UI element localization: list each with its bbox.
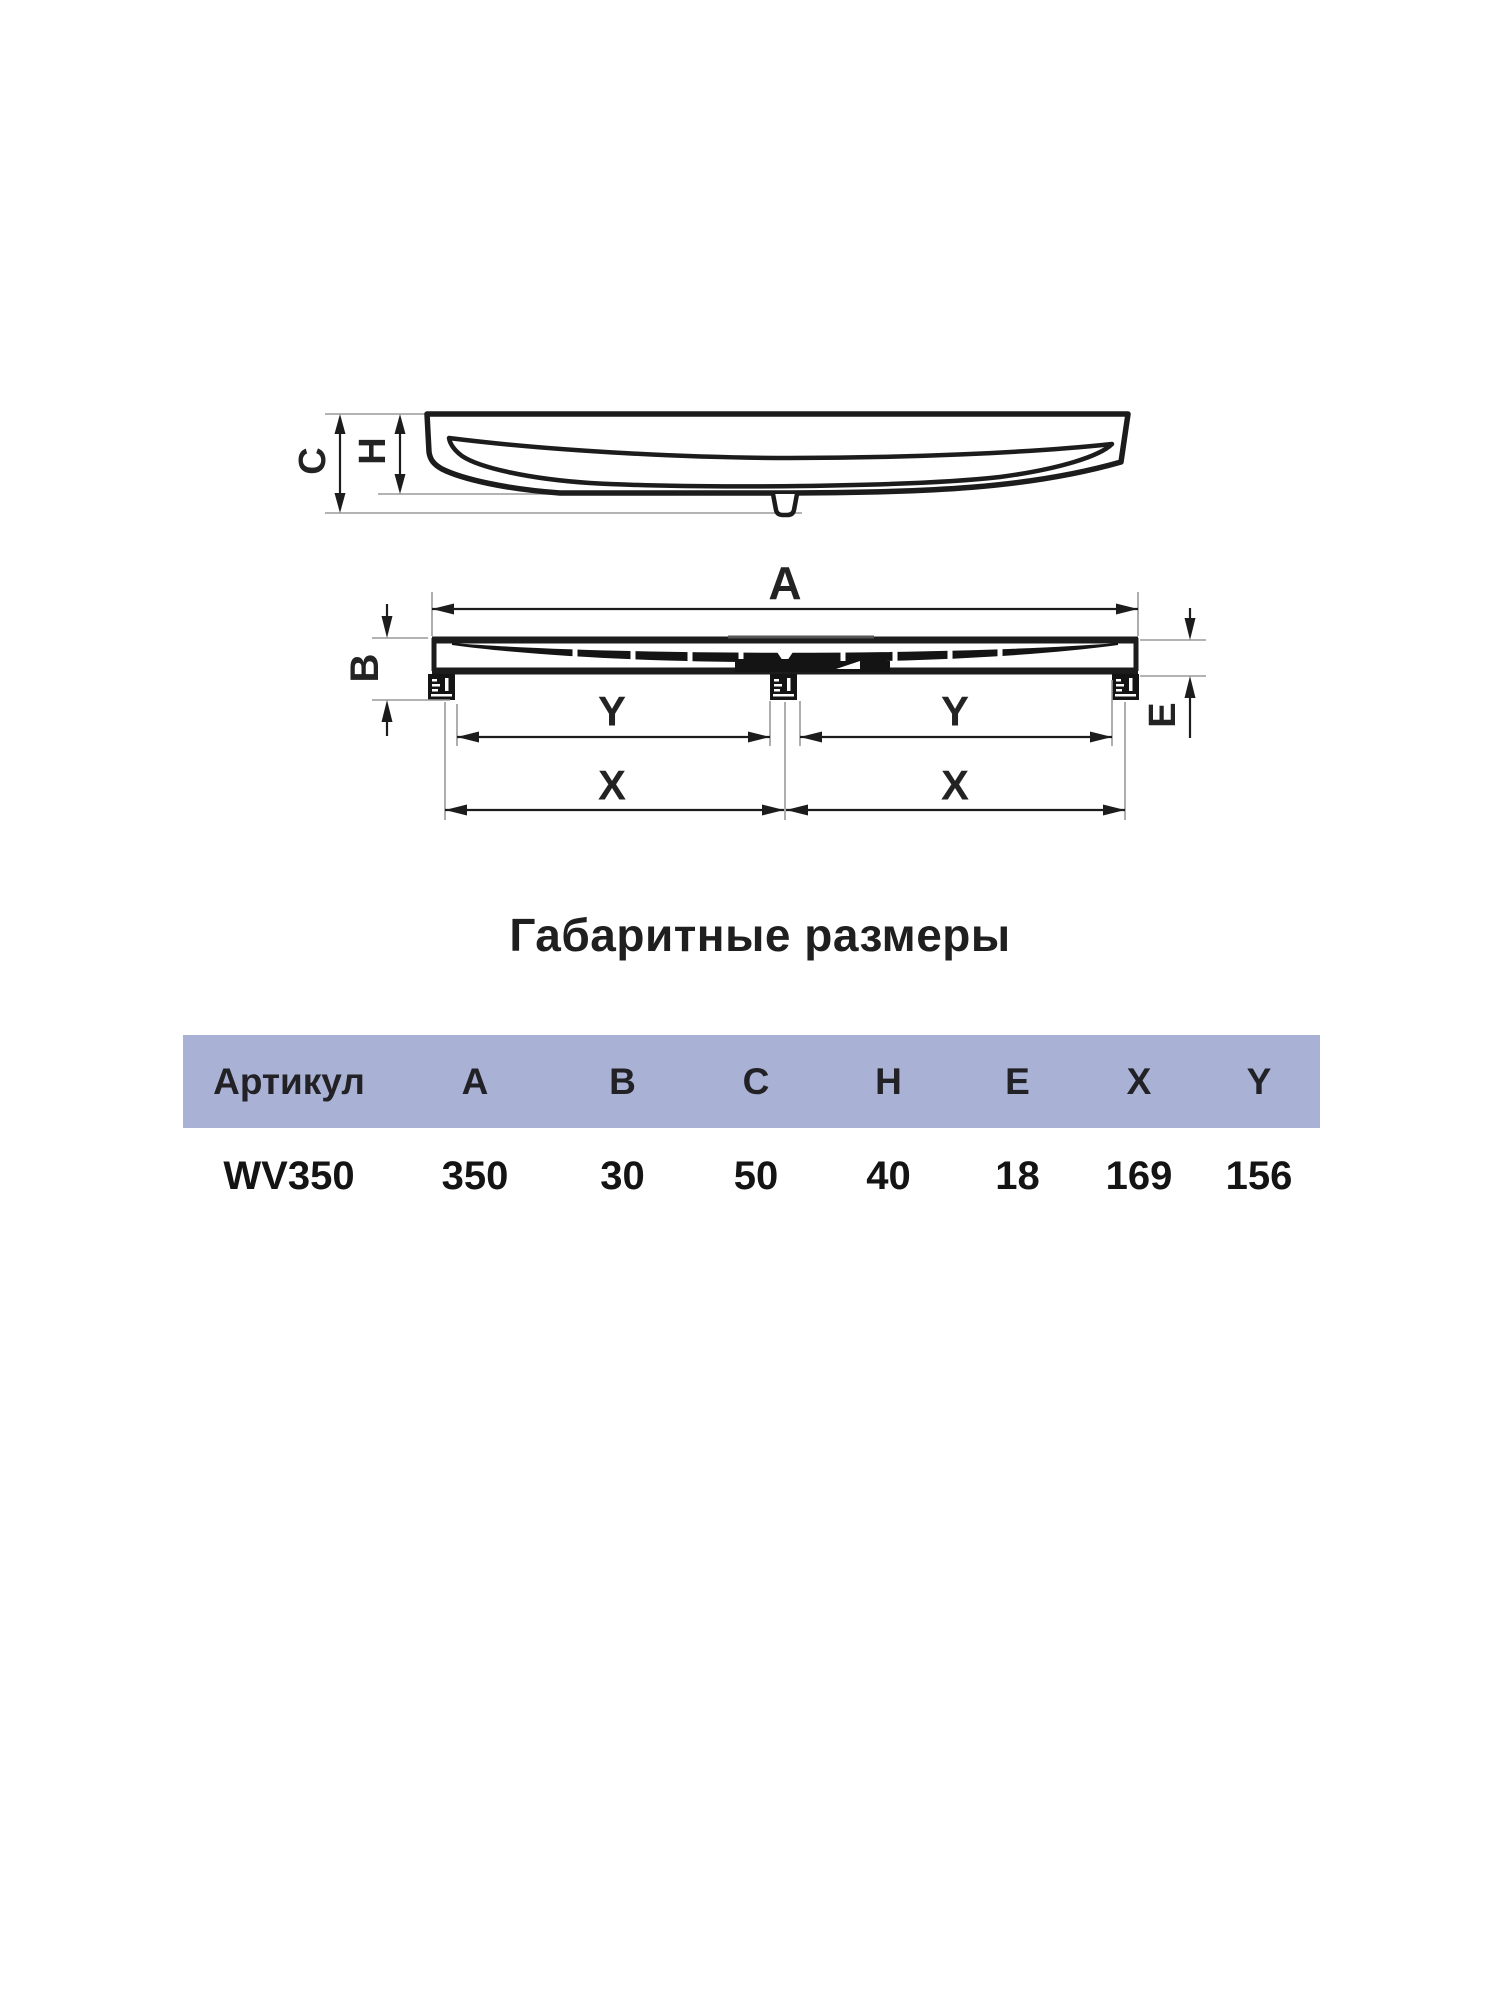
dimension-y: Y Y bbox=[456, 680, 1113, 746]
grille-profile-inner-curve bbox=[446, 435, 1115, 489]
dimension-a: A bbox=[431, 557, 1139, 636]
dim-label-y-right: Y bbox=[941, 688, 969, 735]
cell-y: 156 bbox=[1225, 1153, 1293, 1198]
foot-right bbox=[1112, 674, 1139, 700]
col-header-c: C bbox=[742, 1061, 770, 1102]
center-slit bbox=[773, 646, 797, 664]
col-header-x: X bbox=[1126, 1061, 1152, 1102]
center-boss bbox=[735, 659, 815, 672]
side-view-drawing: C H bbox=[292, 411, 1131, 518]
col-header-h: H bbox=[875, 1061, 902, 1102]
dimension-c: C bbox=[292, 414, 346, 513]
dim-label-h: H bbox=[352, 437, 394, 464]
dim-label-x-right: X bbox=[941, 762, 969, 809]
cell-article: WV350 bbox=[223, 1153, 355, 1198]
col-header-e: E bbox=[1005, 1061, 1030, 1102]
foot-center bbox=[770, 674, 797, 700]
col-header-y: Y bbox=[1246, 1061, 1272, 1102]
cell-c: 50 bbox=[733, 1153, 779, 1198]
section-title: Габаритные размеры bbox=[509, 909, 1011, 961]
dimension-h: H bbox=[352, 414, 406, 494]
col-header-article: Артикул bbox=[213, 1061, 365, 1102]
table-header-row: Артикул A B C H E X Y bbox=[183, 1035, 1320, 1128]
dimension-drawing: A bbox=[343, 557, 1206, 820]
dimension-e: E bbox=[1140, 608, 1206, 738]
dimension-b: B bbox=[343, 604, 450, 736]
dim-label-b: B bbox=[343, 654, 387, 683]
dim-label-x-left: X bbox=[598, 762, 626, 809]
cell-x: 169 bbox=[1105, 1153, 1173, 1198]
dim-label-c: C bbox=[292, 447, 334, 474]
mounting-feet bbox=[428, 674, 1139, 700]
dimension-x: X X bbox=[444, 702, 1126, 820]
dimensions-table: Артикул A B C H E X Y WV350 350 30 50 40… bbox=[183, 1035, 1320, 1223]
dim-label-a: A bbox=[768, 557, 801, 609]
cell-a: 350 bbox=[441, 1153, 509, 1198]
cell-b: 30 bbox=[600, 1153, 645, 1198]
dim-label-e: E bbox=[1142, 702, 1184, 727]
damper-flag bbox=[836, 661, 860, 669]
foot-left bbox=[428, 674, 455, 700]
cell-h: 40 bbox=[866, 1153, 911, 1198]
col-header-b: B bbox=[609, 1061, 636, 1102]
mounting-tab bbox=[770, 493, 800, 518]
dim-label-y-left: Y bbox=[598, 688, 626, 735]
table-row: WV350 350 30 50 40 18 169 156 bbox=[183, 1128, 1320, 1223]
cell-e: 18 bbox=[995, 1153, 1040, 1198]
col-header-a: A bbox=[461, 1061, 489, 1102]
grille-body bbox=[431, 635, 1139, 675]
